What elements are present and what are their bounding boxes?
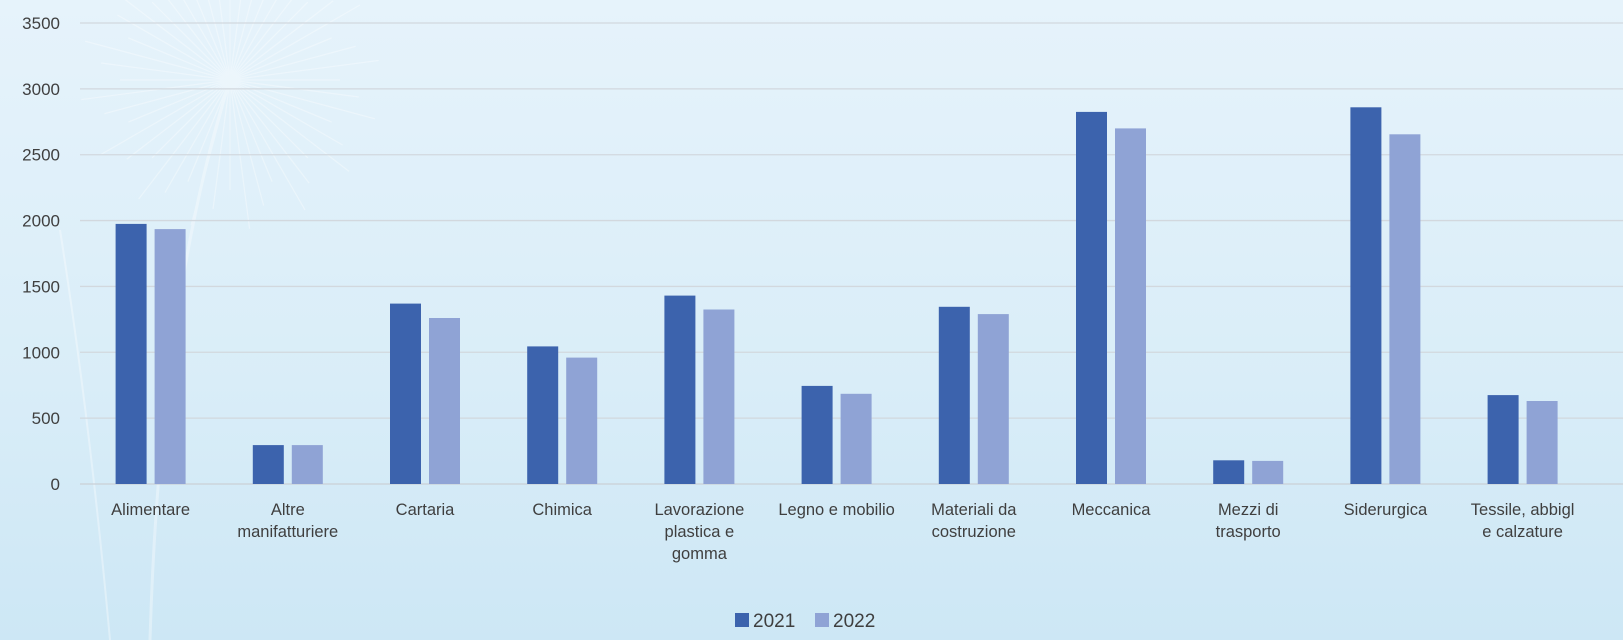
x-category-label: Lavorazione plastica e gomma bbox=[654, 501, 744, 563]
legend: 2021 2022 bbox=[735, 611, 875, 632]
y-tick-label: 500 bbox=[32, 409, 60, 428]
y-tick-label: 1000 bbox=[22, 343, 60, 362]
legend-label-2021: 2021 bbox=[753, 611, 795, 632]
x-category-label: Meccanica bbox=[1072, 501, 1152, 519]
y-tick-label: 2000 bbox=[22, 212, 60, 231]
x-category-label: Cartaria bbox=[396, 501, 456, 519]
dandelion-background-image bbox=[59, 0, 379, 640]
bar-2022-11 bbox=[1526, 401, 1558, 484]
bar-2021-9 bbox=[1213, 460, 1245, 484]
bar-2022-10 bbox=[1389, 134, 1421, 485]
legend-swatch-2021 bbox=[735, 613, 749, 627]
bars bbox=[115, 107, 1558, 485]
bar-2022-6 bbox=[840, 393, 872, 484]
bar-2021-10 bbox=[1350, 107, 1382, 485]
bar-2022-1 bbox=[154, 229, 186, 484]
x-axis-category-labels: Alimentare Altre manifatturiere Cartaria Chi… bbox=[111, 501, 1574, 563]
x-category-label: Tessile, abbigl e calzature bbox=[1471, 501, 1575, 541]
x-category-label: Siderurgica bbox=[1344, 501, 1428, 519]
bar-2021-4 bbox=[527, 346, 559, 484]
bar-2022-5 bbox=[703, 309, 735, 484]
bar-2021-5 bbox=[664, 295, 696, 484]
bar-2022-2 bbox=[291, 445, 323, 484]
legend-swatch-2022 bbox=[815, 613, 829, 627]
x-category-label: Alimentare bbox=[111, 501, 190, 519]
y-tick-label: 0 bbox=[51, 475, 60, 494]
x-category-label: Altre manifatturiere bbox=[237, 501, 338, 541]
bar-2022-4 bbox=[566, 357, 598, 484]
y-tick-label: 3000 bbox=[22, 80, 60, 99]
x-category-label: Materiali da costruzione bbox=[931, 501, 1017, 541]
bar-2021-8 bbox=[1076, 111, 1107, 485]
bar-2022-9 bbox=[1252, 460, 1284, 484]
y-tick-label: 3500 bbox=[22, 14, 60, 33]
bar-2021-11 bbox=[1487, 395, 1519, 484]
y-axis-tick-labels: 0 500 1000 1500 2000 2500 3000 3500 bbox=[22, 14, 60, 494]
x-category-label: Legno e mobilio bbox=[778, 501, 895, 519]
bar-2022-7 bbox=[977, 314, 1009, 484]
legend-label-2022: 2022 bbox=[833, 611, 875, 632]
bar-2022-8 bbox=[1115, 128, 1146, 484]
bar-2021-1 bbox=[115, 223, 147, 484]
x-category-label: Mezzi di trasporto bbox=[1216, 501, 1281, 541]
y-tick-label: 1500 bbox=[22, 277, 60, 296]
bar-2021-7 bbox=[938, 306, 970, 484]
bar-2021-6 bbox=[801, 385, 833, 484]
bar-2022-3 bbox=[429, 318, 460, 484]
bar-2021-3 bbox=[390, 303, 421, 484]
bar-2021-2 bbox=[252, 445, 284, 484]
y-tick-label: 2500 bbox=[22, 146, 60, 165]
x-category-label: Chimica bbox=[532, 501, 592, 519]
